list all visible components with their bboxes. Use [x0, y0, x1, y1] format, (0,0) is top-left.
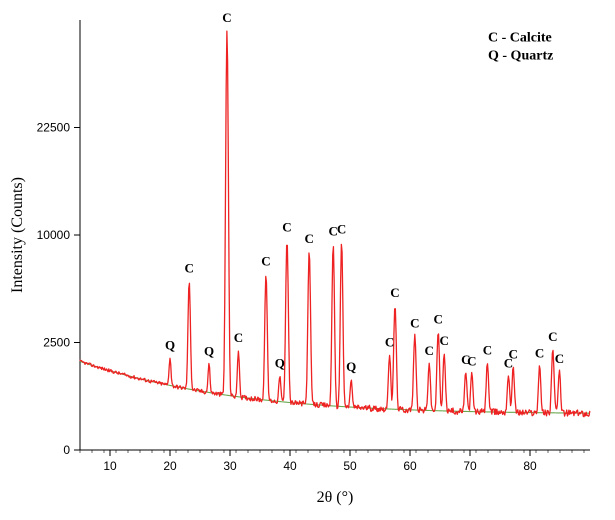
peak-label: C	[185, 261, 194, 276]
svg-text:50: 50	[343, 459, 357, 473]
legend-line: C - Calcite	[488, 31, 552, 46]
peak-label: C	[483, 342, 492, 357]
svg-text:30: 30	[223, 459, 237, 473]
peak-label: Q	[346, 359, 356, 374]
svg-text:22500: 22500	[37, 121, 71, 135]
peak-label: C	[425, 343, 434, 358]
peak-label: C	[410, 315, 419, 330]
chart-svg: 1020304050607080025001000022500QCQCCCQCC…	[0, 0, 615, 520]
peak-label: C	[385, 334, 394, 349]
peak-label: C	[434, 312, 443, 327]
peak-label: Q	[204, 344, 214, 359]
peak-label: C	[555, 351, 564, 366]
peak-label: C	[467, 353, 476, 368]
peak-label: C	[305, 231, 314, 246]
peak-label: C	[548, 329, 557, 344]
svg-text:80: 80	[523, 459, 537, 473]
peak-label: C	[222, 10, 231, 25]
svg-text:70: 70	[463, 459, 477, 473]
x-axis-label: 2θ (°)	[317, 489, 354, 506]
peak-label: C	[337, 221, 346, 236]
peak-label: C	[261, 254, 270, 269]
svg-text:10000: 10000	[37, 228, 71, 242]
peak-label: C	[440, 333, 449, 348]
y-axis-label: Intensity (Counts)	[9, 177, 26, 293]
svg-text:40: 40	[283, 459, 297, 473]
peak-label: C	[390, 285, 399, 300]
peak-label: Q	[275, 355, 285, 370]
peak-label: C	[282, 219, 291, 234]
svg-text:2500: 2500	[43, 336, 70, 350]
peak-label: C	[509, 347, 518, 362]
peak-label: C	[535, 345, 544, 360]
svg-text:10: 10	[103, 459, 117, 473]
legend-line: Q - Quartz	[488, 49, 553, 64]
peak-label: C	[234, 330, 243, 345]
xrd-chart: 1020304050607080025001000022500QCQCCCQCC…	[0, 0, 615, 520]
svg-text:20: 20	[163, 459, 177, 473]
peak-label: Q	[165, 337, 175, 352]
svg-text:60: 60	[403, 459, 417, 473]
svg-text:0: 0	[63, 443, 70, 457]
